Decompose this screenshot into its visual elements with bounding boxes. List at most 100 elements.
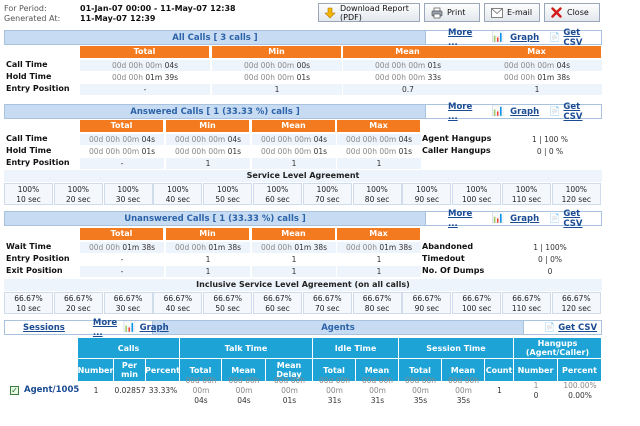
stat-cell: - (80, 266, 164, 277)
stat-cell-value: 04s (313, 135, 328, 144)
more-link[interactable]: More ... (448, 101, 473, 122)
csv-icon[interactable]: 📄 (544, 322, 556, 333)
sla-seconds: 20 sec (66, 195, 91, 204)
stat-cell-value: 01s (427, 61, 442, 70)
side-value: 1 | 100% (533, 243, 567, 252)
stat-cell-prefix: 00d 00h (345, 243, 380, 252)
col-header-min: Min (166, 228, 250, 240)
stat-cell: 00d 00h 00m 01s (212, 72, 342, 83)
sla-cell: 100% 30 sec (103, 183, 153, 205)
answered-calls-bar: Answered Calls [ 1 (33.33 %) calls ] Mor… (4, 101, 602, 122)
col-session-group: Session Time (399, 338, 514, 358)
agent-checkbox[interactable]: ✓ (10, 386, 19, 395)
stat-cell-value: 33s (427, 73, 442, 82)
graph-link[interactable]: Graph (510, 106, 540, 117)
stat-cell-value: 04s (398, 135, 413, 144)
graph-icon[interactable]: 📊 (491, 106, 505, 117)
sla-cell: 100% 120 sec (551, 183, 601, 205)
get-csv-link[interactable]: Get CSV (563, 101, 583, 122)
download-report-button[interactable]: Download Report (PDF) (318, 3, 420, 22)
print-label: Print (447, 8, 466, 17)
sla-seconds: 110 sec (511, 195, 542, 204)
close-icon (550, 6, 563, 19)
sla-cell: 66.67% 10 sec (4, 292, 53, 314)
side-value: 0 (547, 267, 553, 276)
stat-cell-prefix: 00d 00h 00m (111, 61, 165, 70)
side-label: Caller Hangups (422, 146, 491, 155)
sla-seconds: 120 sec (561, 304, 591, 313)
all-calls-links: More ... 📊 Graph 📄 Get CSV (425, 28, 601, 48)
stat-cell: 1 (252, 254, 336, 265)
sla-percent: 100% (465, 185, 488, 194)
sla-cell: 66.67% 100 sec (452, 292, 502, 314)
csv-icon[interactable]: 📄 (549, 213, 561, 224)
agent-number-value: 1 (93, 386, 99, 395)
more-link[interactable]: More ... (92, 317, 118, 338)
get-csv-link[interactable]: Get CSV (563, 208, 583, 229)
sla-percent: 66.67% (512, 294, 541, 303)
graph-icon[interactable]: 📊 (491, 213, 505, 224)
stat-cell-value: 04s (227, 135, 242, 144)
side-value: 0 | 0% (538, 255, 562, 264)
unanswered-calls-bar: Unanswered Calls [ 1 (33.33 %) calls ] M… (4, 209, 602, 229)
csv-icon[interactable]: 📄 (549, 106, 561, 117)
graph-link[interactable]: Graph (510, 213, 540, 224)
stat-cell-prefix: 00d 00h 00m (503, 61, 557, 70)
stat-cell: 00d 00h 00m 01s (343, 60, 473, 71)
stat-cell-prefix: 00d 00h (88, 243, 123, 252)
graph-icon[interactable]: 📊 (123, 322, 136, 333)
sla-percent: 66.67% (561, 294, 591, 303)
close-button[interactable]: Close (544, 3, 600, 22)
agent-name-link[interactable]: Agent/1005 (24, 385, 80, 395)
print-button[interactable]: Print (424, 3, 480, 22)
side-label: Timedout (422, 254, 465, 263)
get-csv-link[interactable]: Get CSV (563, 27, 583, 48)
sla-seconds: 10 sec (16, 195, 41, 204)
sla-cell: 100% 70 sec (302, 183, 352, 205)
graph-link[interactable]: Graph (139, 322, 169, 333)
stat-cell: 00d 00h 01m 39s (80, 72, 210, 83)
side-value: 1 | 100 % (532, 135, 568, 144)
more-link[interactable]: More ... (448, 27, 473, 48)
stat-cell-value: 01m 38s (379, 243, 413, 252)
unanswered-calls-links: More ... 📊 Graph 📄 Get CSV (425, 209, 601, 229)
stat-cell: 00d 00h 01m 38s (252, 242, 336, 253)
col-sub-header: Number (514, 359, 558, 381)
stat-cell-value: 1 (291, 159, 297, 168)
sessions-link[interactable]: Sessions (23, 322, 65, 333)
stat-cell-value: - (120, 159, 124, 168)
stat-cell: 1 (166, 158, 250, 169)
row-label: Hold Time (6, 72, 52, 81)
agent-hangup-number-prefix: 1 (533, 381, 539, 390)
col-hangups-group: Hangups (Agent/Caller) (514, 338, 602, 358)
agent-session-mean: 00d 00h 00m 35s (442, 376, 485, 405)
stat-cell-prefix: 00d 00h 00m (88, 147, 142, 156)
stat-cell-prefix: 00d 00h (260, 243, 295, 252)
stat-cell-value: 01s (398, 147, 413, 156)
stat-cell-value: 01m 38s (208, 243, 242, 252)
col-sub-header: Mean (222, 359, 266, 381)
stat-cell-prefix: 00d 00h 00m (374, 73, 428, 82)
stat-cell: 00d 00h 00m 01s (166, 146, 250, 157)
agent-idle-total-value: 31s (327, 396, 342, 405)
sla-cell: 66.67% 60 sec (253, 292, 302, 314)
agent-session-total-prefix: 00d 00h 00m (405, 376, 436, 395)
more-link[interactable]: More ... (448, 208, 473, 229)
sla-seconds: 60 sec (265, 304, 290, 313)
row-label: Wait Time (6, 242, 52, 251)
csv-icon[interactable]: 📄 (549, 32, 561, 43)
col-header-total: Total (80, 120, 164, 132)
graph-link[interactable]: Graph (510, 32, 540, 43)
col-sub-header: Mean (356, 359, 399, 381)
email-button[interactable]: E-mail (484, 3, 540, 22)
stat-cell-value: 00s (296, 61, 311, 70)
sla-cell: 100% 60 sec (253, 183, 302, 205)
close-label: Close (567, 8, 589, 17)
col-header-mean: Mean (252, 228, 336, 240)
get-csv-link[interactable]: Get CSV (558, 322, 598, 333)
sla-percent: 100% (266, 185, 289, 194)
agent-talk-total-value: 04s (194, 396, 208, 405)
agent-idle-total-prefix: 00d 00h 00m (319, 376, 350, 395)
graph-icon[interactable]: 📊 (491, 32, 505, 43)
sla-seconds: 90 sec (414, 195, 440, 204)
